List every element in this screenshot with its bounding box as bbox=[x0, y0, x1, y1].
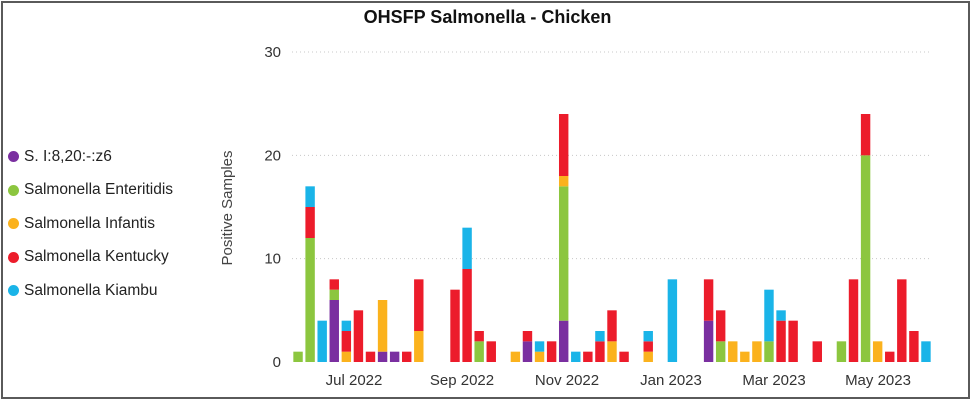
bar-segment bbox=[305, 186, 315, 207]
legend-item[interactable]: Salmonella Infantis bbox=[8, 207, 173, 241]
bar-segment bbox=[595, 341, 605, 362]
bar-segment bbox=[860, 114, 871, 156]
bar-segment bbox=[402, 351, 412, 362]
bar-segment bbox=[329, 279, 339, 290]
bar-segment bbox=[643, 341, 653, 352]
bar-segment bbox=[740, 351, 750, 362]
bar-segment bbox=[377, 351, 388, 362]
x-tick-label: May 2023 bbox=[845, 372, 911, 389]
bar-segment bbox=[728, 341, 738, 362]
bar-segment bbox=[414, 279, 424, 331]
bar-segment bbox=[474, 341, 484, 362]
bar-segment bbox=[414, 331, 424, 362]
bar-segment bbox=[558, 320, 569, 362]
bar-segment bbox=[522, 341, 533, 362]
legend-label: Salmonella Infantis bbox=[24, 214, 155, 232]
chart-legend: S. I:8,20:-:z6 Salmonella Enteritidis Sa… bbox=[8, 140, 173, 308]
bar-segment bbox=[643, 351, 653, 362]
bar-segment bbox=[510, 351, 521, 362]
y-tick-label: 0 bbox=[273, 354, 281, 371]
legend-label: S. I:8,20:-:z6 bbox=[24, 147, 112, 165]
bar-segment bbox=[546, 341, 557, 362]
bar-segment bbox=[848, 279, 859, 362]
legend-item[interactable]: Salmonella Kentucky bbox=[8, 241, 173, 275]
legend-swatch bbox=[8, 184, 19, 196]
bar-segment bbox=[389, 351, 400, 362]
bar-segment bbox=[836, 341, 847, 362]
bar-segment bbox=[921, 341, 931, 362]
bar-segment bbox=[607, 341, 617, 362]
chart-frame bbox=[1, 1, 970, 399]
bar-segment bbox=[353, 310, 364, 362]
bar-segment bbox=[341, 351, 352, 362]
bar-segment bbox=[776, 310, 786, 321]
chart-title: OHSFP Salmonella - Chicken bbox=[363, 7, 612, 27]
bar-segment bbox=[462, 227, 472, 269]
bar-segment bbox=[571, 351, 581, 362]
bar-segment bbox=[450, 289, 460, 362]
bar-segment bbox=[619, 351, 629, 362]
x-tick-label: Nov 2022 bbox=[535, 372, 599, 389]
bar-segment bbox=[474, 331, 484, 342]
x-tick-label: Jan 2023 bbox=[640, 372, 702, 389]
bar-segment bbox=[293, 351, 303, 362]
bar-segment bbox=[860, 155, 871, 362]
x-tick-label: Mar 2023 bbox=[742, 372, 805, 389]
bar-segment bbox=[305, 238, 315, 362]
bar-segment bbox=[703, 320, 714, 362]
bar-segment bbox=[764, 341, 774, 362]
bar-segment bbox=[607, 310, 617, 342]
bar-segment bbox=[715, 310, 726, 342]
bar-segment bbox=[752, 341, 762, 362]
legend-label: Salmonella Kentucky bbox=[24, 248, 169, 266]
legend-item[interactable]: Salmonella Enteritidis bbox=[8, 174, 173, 208]
y-tick-label: 30 bbox=[264, 44, 281, 61]
legend-label: Salmonella Enteritidis bbox=[24, 181, 174, 199]
bar-segment bbox=[812, 341, 822, 362]
bar-segment bbox=[776, 320, 786, 362]
bar-segment bbox=[558, 114, 569, 176]
bar-segment bbox=[462, 269, 472, 362]
bar-segment bbox=[486, 341, 496, 362]
bar-segment bbox=[788, 320, 798, 362]
bar-segment bbox=[909, 331, 919, 362]
x-tick-label: Jul 2022 bbox=[326, 372, 383, 389]
bar-segment bbox=[305, 207, 315, 238]
bar-segment bbox=[643, 331, 653, 342]
bar-segment bbox=[872, 341, 883, 362]
bar-segment bbox=[897, 279, 907, 362]
legend-item[interactable]: S. I:8,20:-:z6 bbox=[8, 140, 173, 174]
x-tick-label: Sep 2022 bbox=[430, 372, 494, 389]
legend-swatch bbox=[8, 251, 19, 263]
bar-segment bbox=[715, 341, 726, 362]
y-tick-label: 10 bbox=[264, 251, 281, 268]
bar-segment bbox=[667, 279, 678, 362]
bar-segment bbox=[558, 176, 569, 187]
bar-segment bbox=[534, 351, 545, 362]
legend-swatch bbox=[8, 285, 19, 297]
legend-label: Salmonella Kiambu bbox=[24, 281, 158, 299]
bar-segment bbox=[377, 300, 388, 352]
bar-segment bbox=[595, 331, 605, 342]
bar-segment bbox=[341, 331, 352, 352]
legend-swatch bbox=[8, 218, 19, 230]
bar-segment bbox=[534, 341, 545, 352]
bar-segment bbox=[703, 279, 714, 321]
bar-segment bbox=[329, 300, 339, 362]
bar-segment bbox=[558, 186, 569, 321]
y-tick-label: 20 bbox=[264, 147, 281, 164]
bar-segment bbox=[885, 351, 895, 362]
bar-segment bbox=[583, 351, 593, 362]
bar-segment bbox=[341, 320, 352, 331]
bar-segment bbox=[365, 351, 376, 362]
bar-segment bbox=[764, 289, 774, 342]
legend-swatch bbox=[8, 151, 19, 163]
bar-segment bbox=[329, 289, 339, 300]
y-axis-label: Positive Samples bbox=[219, 150, 236, 265]
legend-item[interactable]: Salmonella Kiambu bbox=[8, 274, 173, 308]
bar-segment bbox=[522, 331, 533, 342]
bar-segment bbox=[317, 320, 327, 362]
